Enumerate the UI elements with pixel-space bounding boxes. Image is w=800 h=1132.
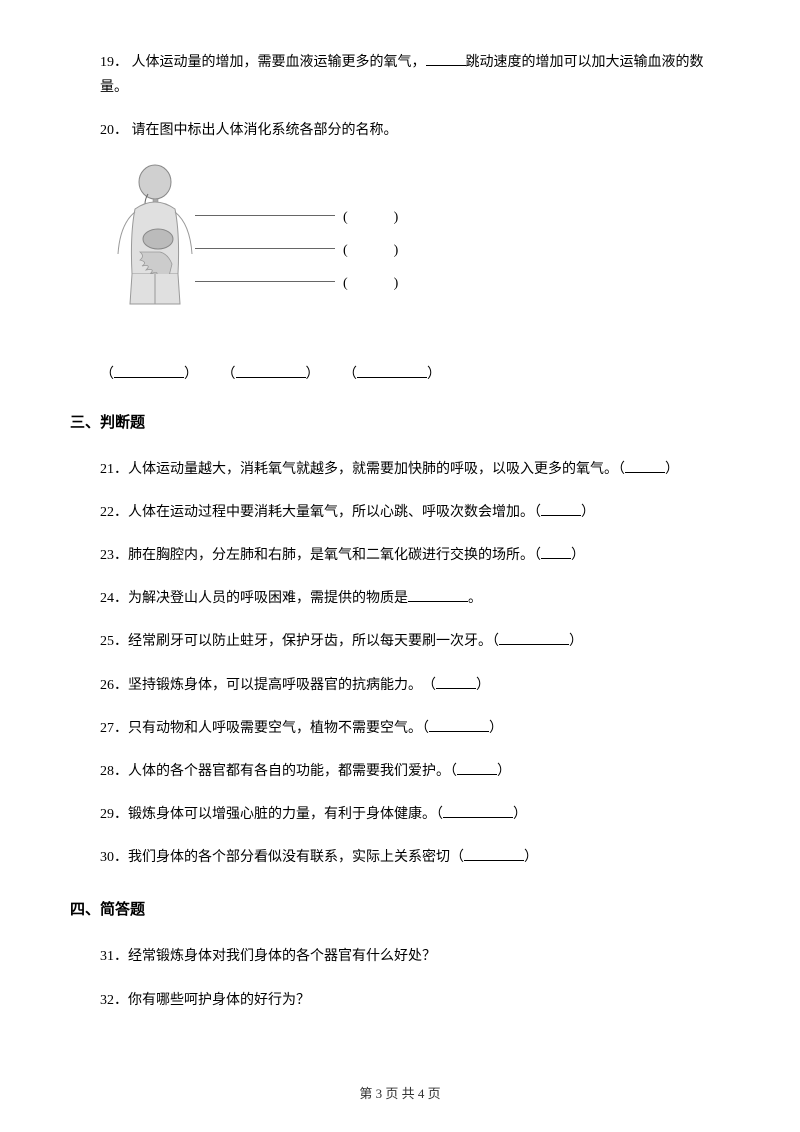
fill-blank[interactable] <box>464 845 524 861</box>
question-text: 人体的各个器官都有各自的功能，都需要我们爱护。（ <box>128 764 457 779</box>
blank-row: （） （） （） <box>70 362 730 383</box>
question-num: 20． <box>100 123 128 138</box>
fill-blank[interactable] <box>426 50 466 66</box>
question-text: 坚持锻炼身体，可以提高呼吸器官的抗病能力。 （ <box>128 678 436 693</box>
page-footer: 第 3 页 共 4 页 <box>0 1083 800 1102</box>
fill-blank[interactable] <box>457 759 497 775</box>
fill-blank[interactable] <box>625 457 665 473</box>
question-num: 21． <box>100 462 128 477</box>
question-num: 22． <box>100 505 128 520</box>
label-blank[interactable]: ( ) <box>343 272 399 292</box>
question-28: 28．人体的各个器官都有各自的功能，都需要我们爱护。（） <box>70 759 730 784</box>
question-num: 31． <box>100 949 128 964</box>
question-25: 25．经常刷牙可以防止蛀牙，保护牙齿，所以每天要刷一次牙。（） <box>70 629 730 654</box>
digestive-diagram: ( ) ( ) ( ) <box>100 164 380 344</box>
fill-blank[interactable] <box>499 629 569 645</box>
diagram-label-3: ( ) <box>195 272 399 292</box>
question-23: 23．肺在胸腔内，分左肺和右肺，是氧气和二氧化碳进行交换的场所。（） <box>70 543 730 568</box>
section-4-header: 四、简答题 <box>70 898 730 919</box>
label-blank[interactable]: ( ) <box>343 239 399 259</box>
fill-blank[interactable] <box>443 802 513 818</box>
question-num: 32． <box>100 993 128 1008</box>
question-num: 23． <box>100 548 128 563</box>
label-line <box>195 215 335 216</box>
question-text: 人体在运动过程中要消耗大量氧气，所以心跳、呼吸次数会增加。（ <box>128 505 541 520</box>
question-num: 27． <box>100 721 128 736</box>
question-26: 26．坚持锻炼身体，可以提高呼吸器官的抗病能力。 （） <box>70 673 730 698</box>
question-22: 22．人体在运动过程中要消耗大量氧气，所以心跳、呼吸次数会增加。（） <box>70 500 730 525</box>
question-19: 19． 人体运动量的增加，需要血液运输更多的氧气，跳动速度的增加可以加大运输血液… <box>70 50 730 100</box>
question-30: 30．我们身体的各个部分看似没有联系，实际上关系密切（） <box>70 845 730 870</box>
question-num: 29． <box>100 807 128 822</box>
question-num: 30． <box>100 850 128 865</box>
fill-blank[interactable] <box>541 500 581 516</box>
question-num: 28． <box>100 764 128 779</box>
question-text: 人体运动量越大，消耗氧气就越多，就需要加快肺的呼吸，以吸入更多的氧气。（ <box>128 462 625 477</box>
question-num: 26． <box>100 678 128 693</box>
question-num: 24． <box>100 591 128 606</box>
question-num: 19． <box>100 55 128 70</box>
question-text: 你有哪些呵护身体的好行为？ <box>128 993 310 1008</box>
question-text: 我们身体的各个部分看似没有联系，实际上关系密切（ <box>128 850 464 865</box>
question-29: 29．锻炼身体可以增强心脏的力量，有利于身体健康。（） <box>70 802 730 827</box>
question-text: 人体运动量的增加，需要血液运输更多的氧气， <box>132 55 426 70</box>
diagram-label-1: ( ) <box>195 206 399 226</box>
question-text: 锻炼身体可以增强心脏的力量，有利于身体健康。（ <box>128 807 443 822</box>
paren-blank-2[interactable]: （） <box>222 362 320 383</box>
paren-blank-3[interactable]: （） <box>343 362 441 383</box>
paren-blank-1[interactable]: （） <box>100 362 198 383</box>
fill-blank[interactable] <box>429 716 489 732</box>
fill-blank[interactable] <box>541 543 571 559</box>
question-num: 25． <box>100 634 128 649</box>
question-text: 请在图中标出人体消化系统各部分的名称。 <box>132 123 398 138</box>
label-blank[interactable]: ( ) <box>343 206 399 226</box>
question-32: 32．你有哪些呵护身体的好行为？ <box>70 988 730 1013</box>
diagram-label-2: ( ) <box>195 239 399 259</box>
question-text: 只有动物和人呼吸需要空气，植物不需要空气。（ <box>128 721 429 736</box>
question-31: 31．经常锻炼身体对我们身体的各个器官有什么好处？ <box>70 944 730 969</box>
section-3-header: 三、判断题 <box>70 411 730 432</box>
question-text: 肺在胸腔内，分左肺和右肺，是氧气和二氧化碳进行交换的场所。（ <box>128 548 541 563</box>
question-text: 为解决登山人员的呼吸困难，需提供的物质是 <box>128 591 408 606</box>
question-20: 20． 请在图中标出人体消化系统各部分的名称。 <box>70 118 730 143</box>
question-21: 21．人体运动量越大，消耗氧气就越多，就需要加快肺的呼吸，以吸入更多的氧气。（） <box>70 457 730 482</box>
question-text: 经常刷牙可以防止蛀牙，保护牙齿，所以每天要刷一次牙。（ <box>128 634 499 649</box>
label-line <box>195 248 335 249</box>
question-text: 经常锻炼身体对我们身体的各个器官有什么好处？ <box>128 949 436 964</box>
question-24: 24．为解决登山人员的呼吸困难，需提供的物质是。 <box>70 586 730 611</box>
question-27: 27．只有动物和人呼吸需要空气，植物不需要空气。（） <box>70 716 730 741</box>
fill-blank[interactable] <box>408 586 468 602</box>
fill-blank[interactable] <box>436 673 476 689</box>
label-line <box>195 281 335 282</box>
